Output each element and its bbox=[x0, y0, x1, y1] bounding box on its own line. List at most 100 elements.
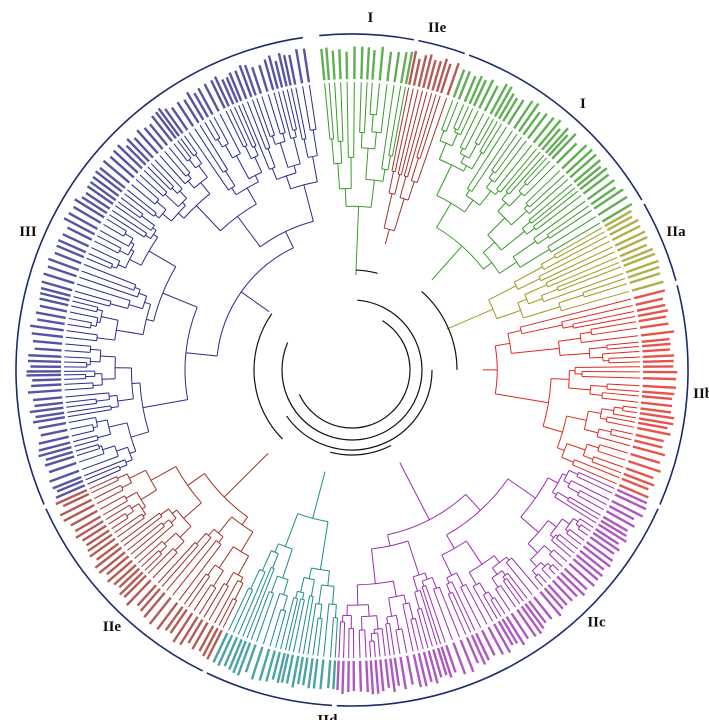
branch-arc bbox=[233, 571, 244, 578]
branch bbox=[494, 597, 506, 615]
leaf-label bbox=[551, 132, 577, 160]
branch bbox=[196, 205, 221, 232]
branch bbox=[550, 222, 600, 253]
branch bbox=[488, 285, 517, 301]
branch bbox=[465, 493, 481, 511]
branch bbox=[575, 523, 580, 528]
branch bbox=[521, 221, 531, 229]
branch bbox=[72, 435, 98, 443]
branch-arc bbox=[248, 587, 253, 591]
branch-arc bbox=[303, 577, 315, 581]
leaf-label bbox=[463, 75, 477, 103]
branch bbox=[556, 261, 620, 288]
branch bbox=[412, 576, 418, 592]
leaf-label bbox=[143, 591, 166, 618]
branch bbox=[608, 361, 640, 364]
branch bbox=[577, 494, 605, 511]
leaf-label bbox=[143, 127, 164, 150]
leaf-label bbox=[642, 384, 676, 389]
branch bbox=[358, 630, 361, 658]
leaf-label bbox=[45, 450, 74, 462]
leaf-label bbox=[210, 79, 226, 109]
branch bbox=[237, 216, 261, 248]
branch bbox=[381, 85, 395, 169]
group-arc bbox=[468, 54, 643, 201]
leaf-label bbox=[358, 660, 363, 692]
leaf-label bbox=[126, 138, 150, 163]
leaf-label bbox=[625, 467, 654, 480]
branch-arc bbox=[357, 580, 394, 586]
branch bbox=[557, 491, 569, 500]
branch bbox=[523, 306, 561, 319]
branch bbox=[139, 174, 164, 197]
branch-arc bbox=[99, 350, 102, 362]
leaf-label bbox=[606, 215, 633, 232]
leaf-label bbox=[575, 554, 604, 578]
branch bbox=[529, 174, 565, 208]
branch bbox=[83, 459, 126, 477]
branch bbox=[580, 524, 591, 532]
branch-arc bbox=[248, 171, 262, 180]
branch bbox=[76, 283, 131, 302]
branch bbox=[538, 573, 547, 583]
leaf-label bbox=[39, 291, 70, 302]
leaf-label bbox=[602, 515, 629, 532]
leaf-label bbox=[379, 659, 385, 692]
branch bbox=[395, 615, 400, 630]
branch bbox=[72, 300, 98, 308]
branch bbox=[282, 90, 294, 131]
leaf-label bbox=[627, 265, 660, 279]
leaf-label bbox=[282, 54, 292, 86]
branch bbox=[495, 342, 510, 347]
leaf-label bbox=[399, 656, 408, 690]
branch bbox=[568, 387, 591, 391]
branch bbox=[551, 378, 570, 380]
leaf-label bbox=[62, 233, 90, 248]
branch bbox=[312, 471, 326, 519]
branch bbox=[140, 489, 157, 500]
branch bbox=[90, 348, 101, 351]
leaf-label bbox=[203, 83, 220, 112]
leaf-label bbox=[63, 217, 96, 236]
branch bbox=[606, 341, 639, 346]
leaf-label bbox=[393, 51, 401, 83]
branch bbox=[250, 591, 270, 640]
branch bbox=[134, 524, 174, 560]
branch bbox=[446, 308, 494, 330]
leaf-label bbox=[38, 446, 72, 458]
branch bbox=[64, 356, 91, 359]
leaf-label bbox=[501, 618, 519, 644]
branch bbox=[152, 552, 178, 579]
branch bbox=[512, 240, 536, 258]
branch bbox=[465, 540, 483, 565]
branch bbox=[312, 618, 319, 656]
leaf-label bbox=[642, 359, 674, 364]
leaf-label bbox=[614, 230, 646, 247]
branch bbox=[145, 234, 151, 239]
leaf-label bbox=[118, 567, 141, 589]
branch bbox=[109, 394, 118, 397]
branch bbox=[367, 604, 370, 617]
leaf-label bbox=[332, 660, 337, 690]
branch bbox=[562, 325, 574, 329]
branch bbox=[573, 518, 579, 522]
leaf-label bbox=[573, 159, 601, 184]
branch bbox=[495, 136, 522, 174]
leaf-label bbox=[621, 477, 649, 491]
branch bbox=[323, 603, 330, 657]
branch bbox=[538, 240, 610, 278]
branch bbox=[97, 235, 122, 249]
branch bbox=[407, 93, 433, 178]
leaf-label bbox=[27, 388, 62, 394]
branch bbox=[591, 327, 638, 336]
leaf-label bbox=[629, 272, 661, 285]
branch bbox=[340, 82, 344, 142]
branch bbox=[142, 399, 188, 409]
branch bbox=[254, 175, 259, 183]
leaf-label bbox=[325, 47, 331, 81]
branch bbox=[377, 632, 381, 657]
branch bbox=[555, 231, 605, 259]
branch bbox=[569, 529, 585, 541]
branch bbox=[494, 190, 499, 195]
branch bbox=[150, 163, 174, 187]
